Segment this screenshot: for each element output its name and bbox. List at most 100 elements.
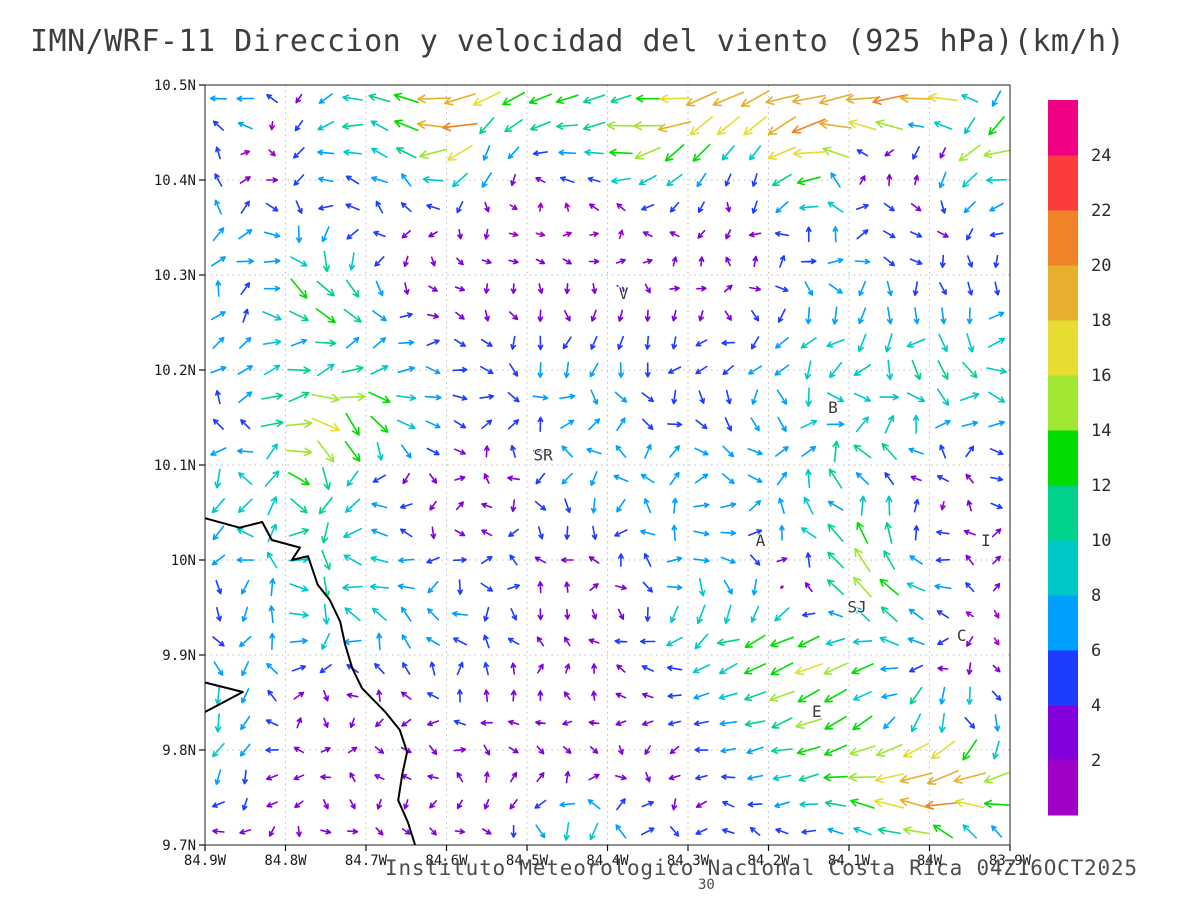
wind-arrow <box>614 529 628 537</box>
wind-arrow <box>509 554 518 566</box>
wind-arrow <box>991 528 1002 538</box>
wind-arrow <box>798 773 819 782</box>
wind-arrow <box>483 473 490 484</box>
wind-arrow <box>212 525 225 541</box>
wind-arrow <box>372 607 387 621</box>
wind-arrow <box>288 528 310 537</box>
wind-arrow <box>484 201 490 213</box>
wind-arrow <box>883 716 896 730</box>
wind-arrow <box>537 608 544 621</box>
wind-arrow <box>534 799 547 809</box>
wind-arrow <box>990 476 1004 482</box>
wind-arrow <box>958 144 981 162</box>
wind-arrow <box>457 579 463 595</box>
wind-arrow <box>589 231 599 238</box>
wind-arrow <box>852 715 873 731</box>
wind-arrow <box>535 472 546 485</box>
wind-arrow <box>456 772 464 783</box>
wind-arrow <box>875 744 903 757</box>
wind-arrow <box>823 773 848 782</box>
wind-arrow <box>966 333 975 353</box>
wind-arrow <box>855 203 869 210</box>
wind-arrow <box>212 120 224 131</box>
y-tick-label: 10.2N <box>154 363 196 379</box>
wind-arrow <box>669 745 680 755</box>
wind-arrow <box>510 689 517 702</box>
wind-arrow <box>967 255 974 268</box>
wind-arrow <box>403 255 409 268</box>
wind-arrow <box>588 719 600 726</box>
wind-arrow <box>933 121 953 130</box>
station-label-sj: SJ <box>847 598 866 617</box>
wind-arrow <box>483 689 490 703</box>
wind-arrow <box>616 798 626 811</box>
wind-arrow <box>508 311 519 321</box>
wind-arrow <box>591 525 598 540</box>
wind-arrow <box>266 94 278 104</box>
wind-arrow <box>750 605 760 623</box>
wind-arrow <box>321 226 330 243</box>
wind-arrow <box>237 365 253 375</box>
wind-arrow <box>936 475 949 482</box>
station-label-v: V <box>619 284 629 303</box>
wind-arrow <box>668 774 681 781</box>
wind-arrow <box>641 392 654 403</box>
wind-arrow <box>722 365 734 375</box>
wind-arrow <box>723 284 733 293</box>
wind-arrow <box>616 203 626 212</box>
wind-arrow <box>906 582 926 592</box>
wind-arrow <box>989 231 1004 238</box>
wind-arrow <box>212 336 225 349</box>
wind-arrow <box>452 366 468 373</box>
wind-arrow <box>262 339 282 346</box>
wind-arrow <box>560 557 574 563</box>
wind-arrow <box>368 391 391 404</box>
wind-arrow <box>290 256 308 267</box>
wind-arrow <box>719 720 738 727</box>
wind-arrow <box>427 692 440 700</box>
wind-arrow <box>396 394 417 402</box>
x-tick-label: 84W <box>917 853 943 869</box>
wind-arrow <box>559 393 576 400</box>
wind-arrow <box>831 306 839 325</box>
wind-arrow <box>311 393 340 403</box>
wind-arrow <box>712 91 744 107</box>
wind-arrow <box>589 746 599 754</box>
wind-arrow <box>913 307 920 325</box>
wind-arrow <box>724 173 732 187</box>
wind-arrow <box>402 662 411 675</box>
wind-arrow <box>780 585 784 589</box>
wind-arrow <box>481 419 493 430</box>
wind-arrow <box>343 554 362 566</box>
wind-arrow <box>210 311 226 321</box>
wind-arrow <box>508 231 519 238</box>
wind-arrow <box>320 774 332 780</box>
wind-arrow <box>795 718 823 729</box>
wind-arrow <box>615 774 627 781</box>
wind-arrow <box>962 172 978 188</box>
wind-arrow <box>484 309 490 322</box>
wind-arrow <box>563 361 570 379</box>
wind-arrow <box>912 281 919 296</box>
wind-arrow <box>934 583 952 590</box>
wind-arrow <box>320 747 331 753</box>
wind-arrow <box>694 633 709 650</box>
wind-arrow <box>590 389 599 405</box>
wind-arrow <box>399 503 413 510</box>
wind-arrow <box>774 607 790 622</box>
wind-arrow <box>641 692 654 699</box>
wind-arrow <box>344 607 361 622</box>
wind-arrow <box>774 801 790 809</box>
wind-arrow <box>267 496 278 516</box>
wind-arrow <box>428 231 438 238</box>
wind-arrow <box>564 770 571 784</box>
wind-arrow <box>564 663 571 674</box>
axis-layer: 84.9W 84.8W 84.7W 84.6W 84.5W 84.4W 84.3W 84.2W… <box>154 78 1032 869</box>
wind-arrow <box>744 634 766 648</box>
wind-arrow <box>935 419 951 429</box>
wind-arrow <box>483 799 490 810</box>
wind-arrow <box>210 365 227 374</box>
wind-arrow <box>317 363 335 377</box>
wind-arrow <box>767 146 797 160</box>
wind-arrow <box>213 661 224 676</box>
